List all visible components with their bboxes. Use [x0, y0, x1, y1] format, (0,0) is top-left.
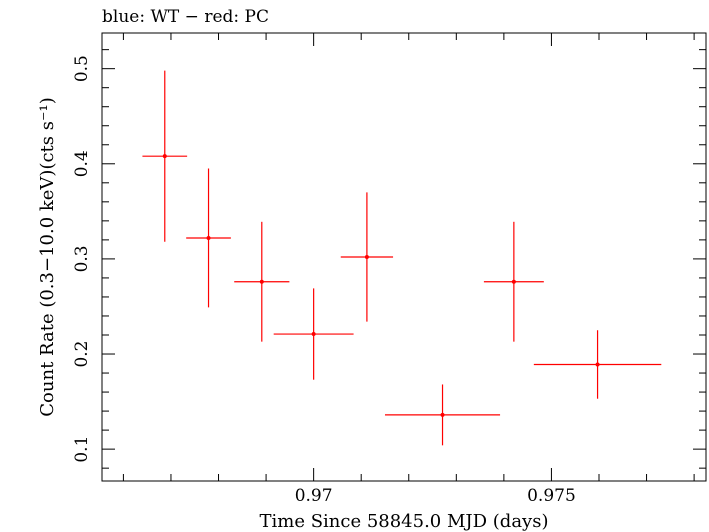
data-point	[440, 412, 445, 417]
x-axis-title: Time Since 58845.0 MJD (days)	[259, 511, 548, 532]
data-point	[206, 235, 211, 240]
data-point	[162, 154, 167, 159]
y-tick-label: 0.5	[72, 55, 92, 82]
y-tick-label: 0.3	[72, 245, 92, 272]
data-point	[511, 279, 516, 284]
y-axis-title: Count Rate (0.3−10.0 keV)(cts s⁻¹)	[37, 97, 58, 416]
x-tick-label: 0.975	[527, 486, 576, 506]
x-tick-label: 0.97	[295, 486, 333, 506]
data-point	[259, 279, 264, 284]
axis-ticks	[102, 33, 706, 481]
plot-frame	[101, 32, 707, 482]
data-point	[595, 362, 600, 367]
y-tick-label: 0.1	[72, 436, 92, 463]
data-point	[311, 332, 316, 337]
y-tick-label: 0.4	[72, 150, 92, 177]
data-point	[364, 255, 369, 259]
chart-title: blue: WT − red: PC	[102, 7, 269, 27]
data-points	[142, 70, 662, 446]
y-tick-label: 0.2	[72, 340, 92, 367]
axis-tick-labels: 0.97 0.975 0.1 0.2 0.3 0.4 0.5	[72, 55, 576, 506]
